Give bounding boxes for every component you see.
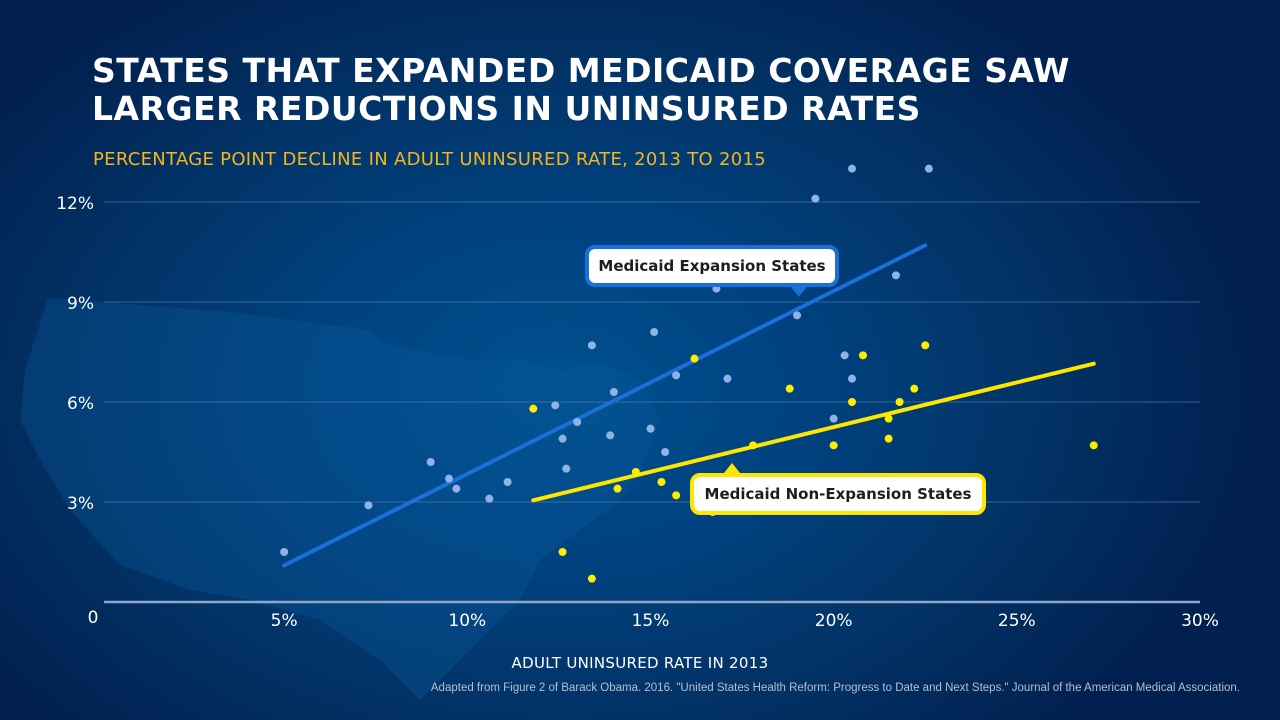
callout-non-expansion-states: Medicaid Non-Expansion States <box>690 463 986 515</box>
expansion-state-point <box>723 374 732 383</box>
x-tick-label: 25% <box>998 611 1036 631</box>
x-axis-ticks: 5% 10% 15% 20% 25% 30% <box>271 611 1219 631</box>
expansion-state-point <box>606 431 615 440</box>
y-tick-label: 12% <box>56 194 94 214</box>
expansion-state-point <box>661 448 670 456</box>
source-citation: Adapted from Figure 2 of Barack Obama. 2… <box>430 682 1240 694</box>
non-expansion-state-point <box>558 548 567 556</box>
trendlines <box>282 243 1096 568</box>
expansion-state-point <box>426 458 435 466</box>
expansion-state-point <box>924 164 933 173</box>
non-expansion-state-point <box>631 468 640 476</box>
callout-expansion-label: Medicaid Expansion States <box>598 257 826 275</box>
non-expansion-state-point <box>690 354 699 363</box>
expansion-state-point <box>847 164 856 173</box>
title-line-1: STATES THAT EXPANDED MEDICAID COVERAGE S… <box>92 51 1070 90</box>
expansion-state-point <box>452 484 461 493</box>
x-tick-label: 10% <box>448 611 486 631</box>
non-expansion-state-point <box>858 351 867 360</box>
expansion-state-point <box>811 194 820 203</box>
expansion-state-point <box>793 311 802 320</box>
expansion-state-point <box>562 464 571 473</box>
non-expansion-state-point <box>921 341 930 350</box>
expansion-state-point <box>485 494 494 503</box>
expansion-state-point <box>646 424 655 433</box>
non-expansion-state-point <box>895 398 904 406</box>
expansion-trendline <box>282 243 928 568</box>
expansion-state-point <box>445 474 454 483</box>
non-expansion-state-point <box>910 384 919 393</box>
x-tick-label: 30% <box>1181 611 1219 631</box>
expansion-state-point <box>609 388 618 396</box>
callout-non-expansion-label: Medicaid Non-Expansion States <box>704 485 972 503</box>
non-expansion-state-point <box>529 404 538 413</box>
x-tick-label: 15% <box>632 611 670 631</box>
expansion-state-point <box>672 371 681 380</box>
non-expansion-state-point <box>1089 441 1098 450</box>
y-tick-label: 9% <box>67 294 94 314</box>
us-map-silhouette <box>20 298 660 700</box>
expansion-state-point <box>829 414 838 423</box>
non-expansion-state-point <box>587 574 596 583</box>
callout-pointer <box>791 287 807 297</box>
x-tick-label: 5% <box>271 611 298 631</box>
expansion-state-point <box>558 434 567 443</box>
non-expansion-state-point <box>884 434 893 443</box>
gridlines <box>104 201 1200 503</box>
x-tick-label: 20% <box>815 611 853 631</box>
expansion-state-point <box>573 418 582 426</box>
callout-expansion-states: Medicaid Expansion States <box>585 245 839 297</box>
non-expansion-state-point <box>884 414 893 423</box>
expansion-state-point <box>364 501 373 510</box>
chart-subtitle: PERCENTAGE POINT DECLINE IN ADULT UNINSU… <box>93 149 767 170</box>
expansion-state-point <box>551 401 560 410</box>
expansion-state-point <box>587 341 596 350</box>
x-axis-title: ADULT UNINSURED RATE IN 2013 <box>511 654 769 672</box>
expansion-state-point <box>280 548 289 556</box>
y-axis-ticks: 0 3% 6% 9% 12% <box>56 194 98 628</box>
y-tick-label: 3% <box>67 494 94 514</box>
expansion-state-point <box>891 271 900 280</box>
expansion-state-point <box>503 478 512 486</box>
non-expansion-trendline <box>531 361 1096 503</box>
data-points <box>280 164 1098 583</box>
non-expansion-state-point <box>613 484 622 493</box>
non-expansion-state-point <box>749 441 758 450</box>
expansion-state-point <box>650 328 659 336</box>
non-expansion-state-point <box>829 441 838 450</box>
non-expansion-state-point <box>785 384 794 393</box>
expansion-state-point <box>847 374 856 383</box>
non-expansion-state-point <box>847 398 856 406</box>
chart-title: STATES THAT EXPANDED MEDICAID COVERAGE S… <box>92 52 1070 128</box>
title-line-2: LARGER REDUCTIONS IN UNINSURED RATES <box>92 89 921 128</box>
expansion-state-point <box>840 351 849 360</box>
y-tick-label: 0 <box>88 608 99 628</box>
y-tick-label: 6% <box>67 394 94 414</box>
non-expansion-state-point <box>672 491 681 500</box>
non-expansion-state-point <box>657 478 666 486</box>
callout-pointer <box>724 463 740 473</box>
